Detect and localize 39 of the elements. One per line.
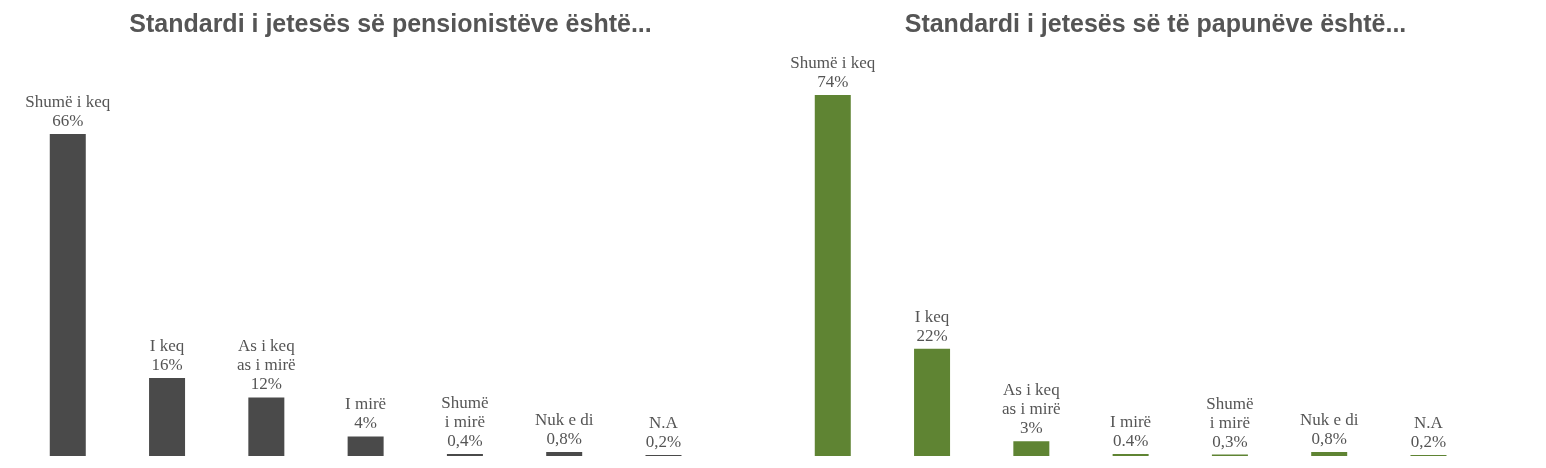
data-label: 0,8%	[1311, 429, 1347, 449]
x-tick-label: Nuk e di	[534, 410, 594, 430]
bar	[1013, 441, 1050, 456]
data-label: 16%	[151, 354, 183, 374]
bar	[546, 452, 583, 456]
bar	[814, 94, 851, 456]
data-label: 12%	[250, 374, 282, 394]
data-label: 0.4%	[1112, 431, 1149, 451]
x-tick-label: N.A	[649, 413, 679, 433]
data-label: 4%	[354, 413, 377, 433]
x-tick-label: Shumë i mirë	[1206, 393, 1254, 432]
data-label: 0,2%	[645, 432, 682, 452]
x-tick-label: I mirë	[345, 394, 387, 414]
x-tick-label: I mirë	[1110, 412, 1152, 432]
x-tick-label: Nuk e di	[1299, 410, 1359, 430]
x-tick-label: As i keq as i mirë	[237, 336, 296, 375]
x-tick-label: Shumë i mirë	[441, 393, 489, 432]
data-label: 0,2%	[1410, 432, 1447, 452]
x-tick-label: Shumë i keq	[790, 52, 876, 72]
data-label: 0,4%	[447, 431, 483, 451]
bar	[1311, 452, 1348, 456]
data-label: 0,3%	[1212, 431, 1248, 451]
x-tick-label: As i keq as i mirë	[1002, 380, 1061, 419]
data-label: 66%	[52, 110, 84, 130]
bar	[149, 377, 186, 456]
chart-title: Standardi i jetesës së pensionistëve është...	[128, 8, 653, 39]
x-tick-label: N.A	[1414, 413, 1444, 433]
bar	[248, 397, 285, 456]
data-label: 3%	[1020, 418, 1043, 438]
data-label: 22%	[916, 325, 948, 345]
data-label: 0,8%	[546, 429, 582, 449]
chart-title: Standardi i jetesës së të papunëve është...	[904, 9, 1407, 37]
x-tick-label: I keq	[149, 335, 185, 355]
bar	[49, 133, 86, 456]
x-tick-label: Shumë i keq	[25, 91, 111, 111]
data-label: 74%	[817, 71, 849, 91]
bar	[347, 436, 384, 456]
x-tick-label: I keq	[914, 306, 950, 326]
bar	[914, 348, 951, 456]
